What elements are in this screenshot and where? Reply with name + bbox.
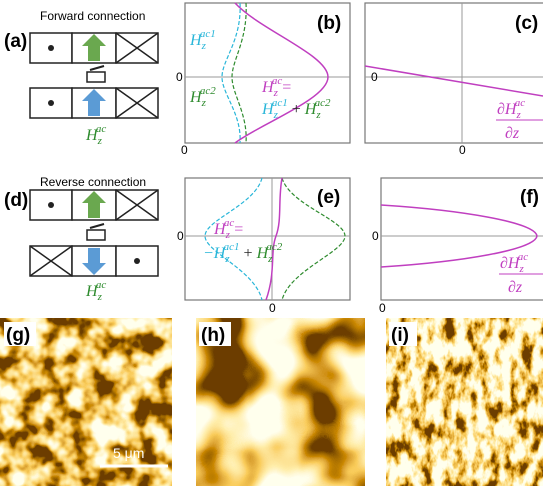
heading: Forward connection: [40, 9, 145, 23]
gradient-denominator: ∂z: [505, 125, 520, 142]
sum-label: Hzac=: [261, 75, 291, 99]
panel-label: (b): [317, 13, 341, 34]
heading: Reverse connection: [40, 175, 146, 189]
zero-label: 0: [372, 229, 379, 243]
panel-label: (f): [520, 187, 539, 208]
panel-label: (h): [201, 325, 225, 346]
zero-label: 0: [176, 70, 183, 84]
scale-label: 5 μm: [113, 445, 144, 461]
gradient-numerator: ∂Hzac: [500, 251, 528, 275]
field-label: Hzac2: [189, 85, 216, 109]
zero-label: 0: [379, 301, 386, 315]
zero-label: 0: [459, 143, 466, 157]
schematic: [30, 33, 158, 118]
zero-label: 0: [181, 143, 188, 157]
panel-label: (e): [317, 187, 340, 208]
sum-label: −Hzac1+Hzac2: [203, 241, 283, 265]
panel-label: (i): [391, 325, 409, 346]
panel-label: (g): [6, 325, 30, 346]
panel-label: (c): [515, 13, 538, 34]
figure: Forward connection (a) Hzac (b) 0 0 Hzac…: [0, 0, 543, 486]
zero-label: 0: [371, 70, 378, 84]
gradient-numerator: ∂Hzac: [497, 97, 525, 121]
gradient-denominator: ∂z: [508, 279, 523, 296]
field-label: Hzac: [85, 123, 106, 147]
schematic: [30, 190, 158, 276]
zero-label: 0: [177, 229, 184, 243]
panel-label: (d): [4, 190, 28, 211]
field-label: Hzac1: [189, 28, 216, 52]
zero-label: 0: [269, 301, 276, 315]
panel-label: (a): [4, 31, 27, 52]
sum-label: Hzac=: [213, 217, 243, 241]
sum-label: Hzac1+Hzac2: [261, 97, 331, 121]
field-label: Hzac: [85, 279, 106, 303]
